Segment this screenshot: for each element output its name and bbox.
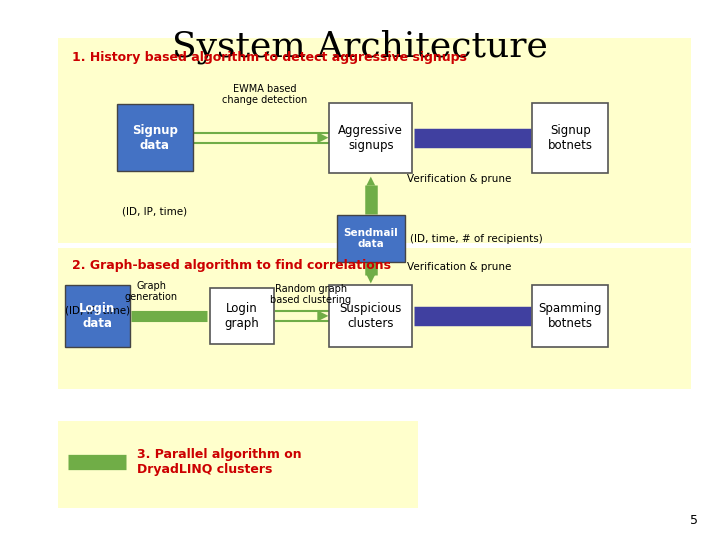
FancyBboxPatch shape — [533, 285, 608, 347]
Text: Random graph
based clustering: Random graph based clustering — [271, 284, 351, 305]
Text: 1. History based algorithm to detect aggressive signups: 1. History based algorithm to detect agg… — [72, 51, 467, 64]
Text: Signup
botnets: Signup botnets — [548, 124, 593, 152]
Text: Signup
data: Signup data — [132, 124, 178, 152]
Text: Verification & prune: Verification & prune — [407, 174, 511, 184]
Text: System Architecture: System Architecture — [172, 30, 548, 64]
Text: (ID, time, # of recipients): (ID, time, # of recipients) — [410, 234, 543, 244]
Text: Login
graph: Login graph — [225, 302, 259, 330]
Text: Verification & prune: Verification & prune — [407, 262, 511, 272]
FancyBboxPatch shape — [117, 104, 193, 172]
FancyBboxPatch shape — [58, 38, 691, 243]
FancyBboxPatch shape — [58, 248, 691, 389]
FancyBboxPatch shape — [65, 285, 130, 347]
Text: 2. Graph-based algorithm to find correlations: 2. Graph-based algorithm to find correla… — [72, 259, 391, 272]
Text: Spamming
botnets: Spamming botnets — [539, 302, 602, 330]
Text: Aggressive
signups: Aggressive signups — [338, 124, 403, 152]
Text: 3. Parallel algorithm on
DryadLINQ clusters: 3. Parallel algorithm on DryadLINQ clust… — [137, 448, 302, 476]
Text: Graph
generation: Graph generation — [125, 281, 178, 302]
FancyBboxPatch shape — [337, 215, 405, 262]
FancyBboxPatch shape — [58, 421, 418, 508]
FancyBboxPatch shape — [210, 287, 274, 345]
Text: Sendmail
data: Sendmail data — [343, 228, 398, 249]
Text: Suspicious
clusters: Suspicious clusters — [340, 302, 402, 330]
Text: 5: 5 — [690, 514, 698, 526]
FancyBboxPatch shape — [330, 285, 412, 347]
Text: (ID, IP, time): (ID, IP, time) — [122, 207, 187, 217]
Text: Login
data: Login data — [79, 302, 115, 330]
FancyBboxPatch shape — [330, 103, 412, 173]
Text: EWMA based
change detection: EWMA based change detection — [222, 84, 307, 105]
Text: (ID, IP, time): (ID, IP, time) — [65, 306, 130, 315]
FancyBboxPatch shape — [533, 103, 608, 173]
